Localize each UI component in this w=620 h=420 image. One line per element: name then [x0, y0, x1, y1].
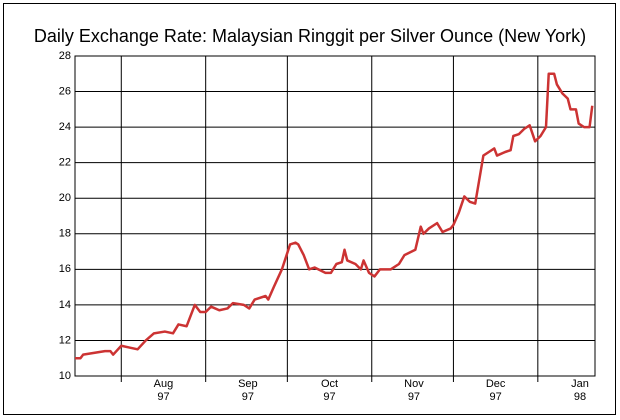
- y-tick-label: 22: [59, 157, 71, 169]
- x-tick-label: Aug 97: [153, 378, 174, 403]
- chart-title: Daily Exchange Rate: Malaysian Ringgit p…: [34, 26, 586, 46]
- y-tick-label: 28: [59, 50, 71, 62]
- y-tick-label: 24: [59, 121, 71, 133]
- x-tick-label: Nov 97: [404, 378, 424, 403]
- y-tick-label: 14: [59, 299, 71, 311]
- y-tick-label: 12: [59, 334, 71, 346]
- frame: [3, 3, 616, 415]
- line: [75, 72, 594, 360]
- x-tick-label: Oct 97: [320, 378, 339, 403]
- x-tick-label: Dec 97: [485, 378, 506, 403]
- x-tick-label: Jan 98: [571, 378, 589, 403]
- y-tick-label: 20: [59, 192, 71, 204]
- y-tick-label: 18: [59, 228, 71, 240]
- y-tick-label: 16: [59, 263, 71, 275]
- y-tick-label: 26: [59, 85, 71, 97]
- x-tick-label: Sep 97: [238, 378, 258, 403]
- y-tick-label: 10: [59, 370, 71, 382]
- plot-border: [74, 55, 596, 377]
